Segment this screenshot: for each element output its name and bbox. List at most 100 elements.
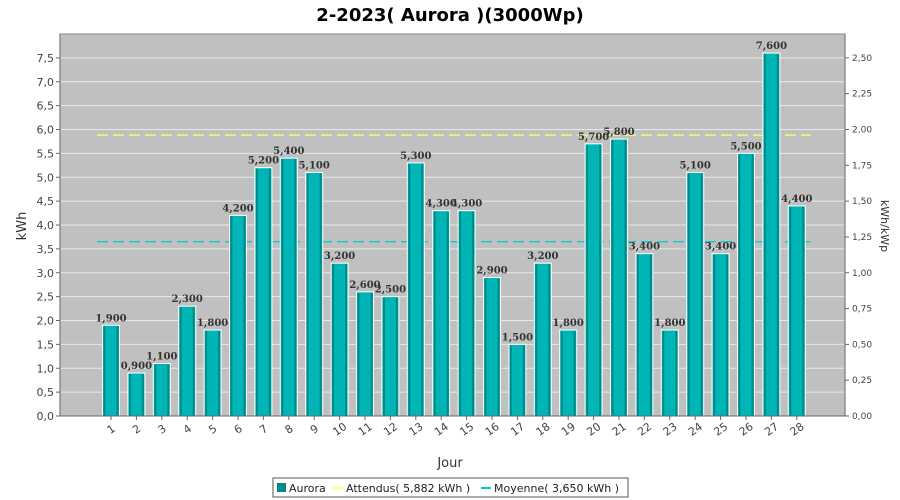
x-tick-label-26: 26: [737, 420, 756, 439]
legend-label-aurora: Aurora: [289, 482, 326, 495]
legend-swatch-aurora: [277, 483, 286, 492]
x-tick-label-19: 19: [559, 420, 578, 439]
bar-shade-left-7: [255, 168, 258, 416]
legend-label-attendus: Attendus( 5,882 kWh ): [346, 482, 470, 495]
chart-title: 2-2023( Aurora )(3000Wp): [316, 5, 583, 26]
data-label-23: 1,800: [654, 318, 685, 329]
bar-shade-left-16: [484, 278, 487, 416]
bar-shade-right-27: [776, 54, 779, 416]
data-label-7: 5,200: [248, 156, 279, 167]
bar-shade-right-26: [751, 154, 754, 416]
y-right-tick-label-5: 1,25: [852, 233, 872, 243]
data-label-5: 1,800: [197, 318, 228, 329]
bar-shade-left-12: [382, 297, 385, 416]
x-tick-label-9: 9: [308, 422, 321, 437]
data-label-17: 1,500: [502, 332, 533, 343]
bar-shade-left-23: [662, 331, 665, 416]
bar-shade-right-5: [218, 331, 221, 416]
bar-shade-right-23: [675, 331, 678, 416]
x-tick-label-25: 25: [711, 420, 730, 439]
x-tick-label-22: 22: [635, 420, 654, 439]
bar-shade-right-19: [573, 331, 576, 416]
data-label-12: 2,500: [375, 285, 406, 296]
bar-shade-left-4: [179, 307, 182, 416]
bar-shade-left-9: [306, 173, 309, 416]
bar-shade-left-10: [332, 264, 335, 416]
x-tick-label-8: 8: [282, 422, 295, 437]
data-label-15: 4,300: [451, 199, 482, 210]
bar-shade-right-17: [522, 345, 525, 416]
x-tick-label-24: 24: [686, 420, 705, 439]
bar-shade-right-6: [243, 216, 246, 416]
x-tick-label-12: 12: [381, 420, 400, 439]
bar-shade-left-6: [230, 216, 233, 416]
x-tick-label-21: 21: [610, 420, 629, 439]
bar-shade-left-17: [509, 345, 512, 416]
y-tick-label-11: 5,5: [37, 147, 55, 160]
x-tick-label-28: 28: [788, 420, 807, 439]
data-label-19: 1,800: [553, 318, 584, 329]
x-tick-label-2: 2: [130, 422, 143, 437]
x-tick-label-6: 6: [232, 422, 245, 437]
y-tick-label-15: 7,5: [37, 52, 55, 65]
bar-shade-right-3: [167, 364, 170, 416]
data-label-11: 2,600: [349, 280, 380, 291]
x-tick-label-4: 4: [181, 422, 194, 437]
y-tick-label-4: 2,0: [37, 315, 55, 328]
x-tick-label-14: 14: [432, 420, 451, 439]
bar-shade-right-24: [700, 173, 703, 416]
y-right-tick-label-9: 2,25: [852, 90, 872, 100]
y-right-tick-label-3: 0,75: [852, 305, 872, 315]
bar-shade-left-11: [357, 292, 360, 416]
y-right-tick-label-7: 1,75: [852, 161, 872, 171]
data-label-27: 7,600: [756, 41, 787, 52]
data-label-4: 2,300: [172, 294, 203, 305]
x-tick-label-5: 5: [206, 422, 219, 437]
bar-shade-left-25: [713, 254, 716, 416]
y-axis-right-label: kWh/kWp: [878, 200, 891, 252]
bar-shade-left-27: [763, 54, 766, 416]
bar-shade-right-12: [395, 297, 398, 416]
bar-shade-right-18: [548, 264, 551, 416]
data-label-24: 5,100: [680, 160, 711, 171]
bar-shade-left-1: [103, 326, 106, 416]
bar-shade-right-2: [141, 374, 144, 416]
y-tick-label-9: 4,5: [37, 195, 55, 208]
bar-shade-left-13: [408, 163, 411, 416]
bar-shade-right-15: [472, 211, 475, 416]
bar-shade-right-10: [345, 264, 348, 416]
y-tick-label-2: 1,0: [37, 362, 55, 375]
bar-shade-left-24: [687, 173, 690, 416]
y-tick-label-6: 3,0: [37, 267, 55, 280]
bar-shade-left-3: [154, 364, 157, 416]
x-tick-label-16: 16: [483, 420, 502, 439]
y-right-tick-label-4: 1,00: [852, 269, 872, 279]
y-tick-label-3: 1,5: [37, 338, 55, 351]
bar-shade-right-9: [319, 173, 322, 416]
x-tick-label-20: 20: [584, 420, 603, 439]
y-tick-label-13: 6,5: [37, 100, 55, 113]
x-tick-label-17: 17: [508, 420, 527, 439]
y-right-tick-label-8: 2,00: [852, 126, 872, 136]
bar-shade-right-21: [624, 140, 627, 417]
y-right-tick-label-10: 2,50: [852, 54, 872, 64]
bar-shade-right-7: [268, 168, 271, 416]
x-axis-label: Jour: [436, 456, 463, 471]
data-label-16: 2,900: [476, 266, 507, 277]
y-right-tick-label-2: 0,50: [852, 340, 872, 350]
y-tick-label-14: 7,0: [37, 76, 55, 89]
bar-shade-right-8: [294, 159, 297, 416]
data-label-25: 3,400: [705, 242, 736, 253]
y-right-tick-label-0: 0,00: [852, 412, 872, 422]
y-axis: 0,0 0,5 1,0 1,5 2,0 2,5 3,0 3,5 4,0 4,5 5,0 5,5 6,0 6…: [37, 34, 61, 423]
y-axis-label: kWh: [15, 212, 30, 241]
y-tick-label-12: 6,0: [37, 124, 55, 137]
data-label-22: 3,400: [629, 242, 660, 253]
x-tick-label-7: 7: [257, 422, 270, 437]
y-tick-label-5: 2,5: [37, 291, 55, 304]
x-tick-label-11: 11: [356, 420, 375, 439]
bar-shade-right-4: [192, 307, 195, 416]
bar-shade-left-2: [128, 374, 131, 416]
